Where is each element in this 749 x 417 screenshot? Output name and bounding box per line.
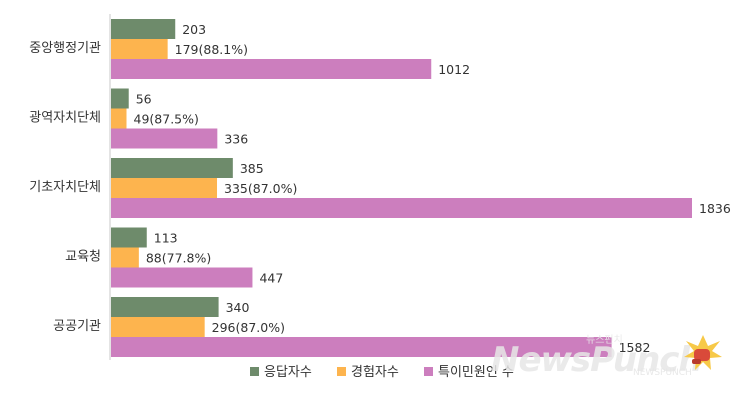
data-label: 88(77.8%) [146,251,211,266]
bar [111,108,127,129]
bar [111,317,205,337]
data-label: 203 [182,22,206,37]
legend-label: 특이민원인 수 [438,365,514,380]
bar [111,297,219,317]
watermark: 뉴스펀치 NewsPunch NEWSPUNCH [491,331,741,391]
data-label: 179(88.1%) [175,42,248,57]
bars [111,19,692,357]
bar [111,88,129,109]
data-label: 385 [240,161,264,176]
bar [111,19,176,39]
category-label: 중앙행정기관 [29,40,101,56]
value-labels: 203 179(88.1%) 1012 56 49(87.5%) 336 385 335(87… [134,22,731,355]
category-label: 기초자치단체 [29,180,101,195]
bar [111,337,612,357]
bar [111,198,692,218]
data-label: 340 [226,300,250,315]
data-label: 447 [259,271,283,286]
data-label: 335(87.0%) [224,181,297,196]
watermark-sub-text: 뉴스펀치 [586,334,623,346]
bar [111,178,218,198]
legend-swatch [250,367,259,376]
data-label: 113 [154,231,178,246]
data-label: 56 [136,92,152,107]
data-label: 1012 [438,62,470,77]
data-label: 336 [224,132,248,147]
watermark-text: NewsPunch [491,340,702,380]
category-label: 광역자치단체 [29,111,101,126]
bar [111,247,139,268]
bar [111,59,432,79]
legend-swatch [337,367,346,376]
data-label: 1582 [619,340,651,355]
legend-swatch [424,367,433,376]
legend-label: 응답자수 [264,365,312,380]
data-label: 1836 [699,201,731,216]
category-label: 교육청 [65,250,101,265]
data-label: 296(87.0%) [212,320,285,335]
data-label: 49(87.5%) [134,112,199,127]
bar [111,267,253,288]
bar [111,128,218,149]
bar [111,39,168,59]
legend: 응답자수 경험자수 특이민원인 수 [250,365,514,380]
boxing-glove-icon [684,335,722,370]
bar [111,227,147,248]
category-label: 공공기관 [53,319,101,334]
watermark-small-text: NEWSPUNCH [633,368,692,378]
bar [111,158,233,178]
legend-label: 경험자수 [351,365,399,380]
